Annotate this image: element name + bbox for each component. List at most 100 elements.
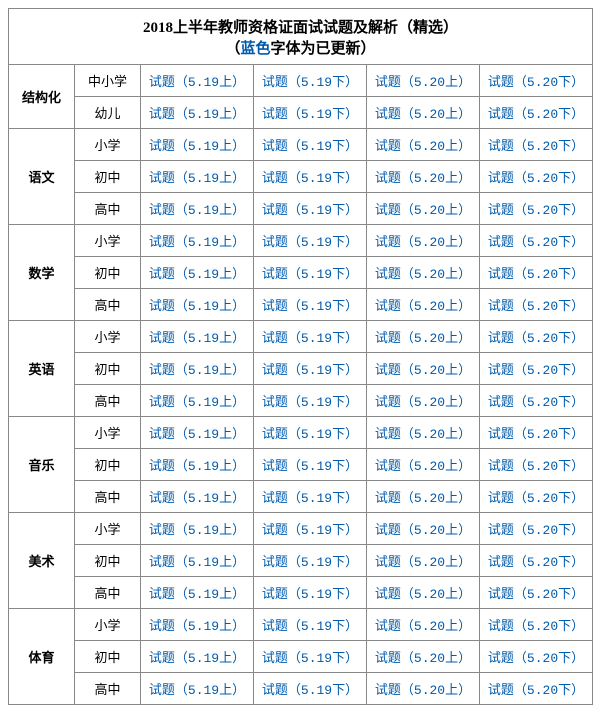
exam-link-cell: 试题（5.19下） bbox=[254, 673, 367, 705]
exam-link[interactable]: 试题（5.20上） bbox=[375, 331, 471, 346]
exam-link[interactable]: 试题（5.19下） bbox=[262, 75, 358, 90]
exam-link[interactable]: 试题（5.20下） bbox=[488, 395, 584, 410]
exam-link[interactable]: 试题（5.20下） bbox=[488, 619, 584, 634]
exam-link[interactable]: 试题（5.19下） bbox=[262, 619, 358, 634]
exam-link[interactable]: 试题（5.20下） bbox=[488, 587, 584, 602]
exam-link[interactable]: 试题（5.20上） bbox=[375, 683, 471, 698]
exam-link[interactable]: 试题（5.19上） bbox=[149, 587, 245, 602]
exam-link[interactable]: 试题（5.20下） bbox=[488, 683, 584, 698]
exam-link[interactable]: 试题（5.19上） bbox=[149, 363, 245, 378]
exam-link-cell: 试题（5.19上） bbox=[141, 129, 254, 161]
exam-link[interactable]: 试题（5.20上） bbox=[375, 395, 471, 410]
exam-link[interactable]: 试题（5.20上） bbox=[375, 459, 471, 474]
exam-link[interactable]: 试题（5.19下） bbox=[262, 235, 358, 250]
exam-link-cell: 试题（5.20上） bbox=[367, 481, 480, 513]
exam-link[interactable]: 试题（5.20上） bbox=[375, 267, 471, 282]
exam-link[interactable]: 试题（5.19上） bbox=[149, 331, 245, 346]
exam-link[interactable]: 试题（5.19下） bbox=[262, 107, 358, 122]
exam-link[interactable]: 试题（5.20下） bbox=[488, 363, 584, 378]
exam-link[interactable]: 试题（5.19上） bbox=[149, 235, 245, 250]
exam-link[interactable]: 试题（5.19上） bbox=[149, 459, 245, 474]
exam-link[interactable]: 试题（5.20上） bbox=[375, 619, 471, 634]
exam-link-cell: 试题（5.19下） bbox=[254, 513, 367, 545]
exam-link[interactable]: 试题（5.20上） bbox=[375, 107, 471, 122]
exam-link[interactable]: 试题（5.19上） bbox=[149, 299, 245, 314]
exam-link[interactable]: 试题（5.19下） bbox=[262, 363, 358, 378]
exam-link[interactable]: 试题（5.19下） bbox=[262, 139, 358, 154]
exam-link[interactable]: 试题（5.20下） bbox=[488, 459, 584, 474]
exam-link[interactable]: 试题（5.19下） bbox=[262, 171, 358, 186]
exam-link[interactable]: 试题（5.20下） bbox=[488, 427, 584, 442]
exam-link-cell: 试题（5.19下） bbox=[254, 225, 367, 257]
exam-link[interactable]: 试题（5.20下） bbox=[488, 203, 584, 218]
exam-link[interactable]: 试题（5.19上） bbox=[149, 651, 245, 666]
exam-link[interactable]: 试题（5.20上） bbox=[375, 491, 471, 506]
exam-link-cell: 试题（5.20下） bbox=[480, 289, 593, 321]
exam-link-cell: 试题（5.20上） bbox=[367, 545, 480, 577]
exam-link[interactable]: 试题（5.20下） bbox=[488, 651, 584, 666]
exam-link[interactable]: 试题（5.20上） bbox=[375, 651, 471, 666]
exam-link[interactable]: 试题（5.20下） bbox=[488, 107, 584, 122]
exam-link[interactable]: 试题（5.20上） bbox=[375, 171, 471, 186]
exam-link[interactable]: 试题（5.19上） bbox=[149, 203, 245, 218]
exam-link[interactable]: 试题（5.19下） bbox=[262, 683, 358, 698]
exam-link[interactable]: 试题（5.20下） bbox=[488, 331, 584, 346]
level-cell: 初中 bbox=[75, 161, 141, 193]
level-cell: 初中 bbox=[75, 545, 141, 577]
exam-link[interactable]: 试题（5.19下） bbox=[262, 203, 358, 218]
exam-link-cell: 试题（5.19上） bbox=[141, 97, 254, 129]
exam-link-cell: 试题（5.19下） bbox=[254, 481, 367, 513]
exam-link-cell: 试题（5.19上） bbox=[141, 577, 254, 609]
exam-link[interactable]: 试题（5.19下） bbox=[262, 587, 358, 602]
exam-link-cell: 试题（5.20下） bbox=[480, 417, 593, 449]
exam-link[interactable]: 试题（5.19上） bbox=[149, 139, 245, 154]
exam-link[interactable]: 试题（5.20上） bbox=[375, 555, 471, 570]
exam-link-cell: 试题（5.19上） bbox=[141, 641, 254, 673]
exam-link[interactable]: 试题（5.19下） bbox=[262, 523, 358, 538]
exam-link[interactable]: 试题（5.19上） bbox=[149, 395, 245, 410]
exam-link[interactable]: 试题（5.19上） bbox=[149, 75, 245, 90]
exam-link[interactable]: 试题（5.20下） bbox=[488, 139, 584, 154]
exam-link[interactable]: 试题（5.20上） bbox=[375, 203, 471, 218]
exam-link[interactable]: 试题（5.20上） bbox=[375, 235, 471, 250]
level-cell: 中小学 bbox=[75, 65, 141, 97]
exam-link[interactable]: 试题（5.20上） bbox=[375, 427, 471, 442]
exam-link[interactable]: 试题（5.19下） bbox=[262, 555, 358, 570]
table-body: 结构化中小学试题（5.19上）试题（5.19下）试题（5.20上）试题（5.20… bbox=[9, 65, 593, 705]
exam-link[interactable]: 试题（5.19下） bbox=[262, 299, 358, 314]
exam-link[interactable]: 试题（5.20下） bbox=[488, 555, 584, 570]
exam-link[interactable]: 试题（5.19上） bbox=[149, 683, 245, 698]
exam-link[interactable]: 试题（5.19上） bbox=[149, 619, 245, 634]
table-row: 高中试题（5.19上）试题（5.19下）试题（5.20上）试题（5.20下） bbox=[9, 289, 593, 321]
exam-link[interactable]: 试题（5.19上） bbox=[149, 523, 245, 538]
exam-link[interactable]: 试题（5.19下） bbox=[262, 459, 358, 474]
exam-link[interactable]: 试题（5.20上） bbox=[375, 75, 471, 90]
exam-link[interactable]: 试题（5.20上） bbox=[375, 587, 471, 602]
exam-link[interactable]: 试题（5.19下） bbox=[262, 651, 358, 666]
exam-link[interactable]: 试题（5.19上） bbox=[149, 267, 245, 282]
exam-link[interactable]: 试题（5.20上） bbox=[375, 363, 471, 378]
exam-link[interactable]: 试题（5.20下） bbox=[488, 75, 584, 90]
exam-link[interactable]: 试题（5.19上） bbox=[149, 107, 245, 122]
exam-link[interactable]: 试题（5.20下） bbox=[488, 491, 584, 506]
exam-link[interactable]: 试题（5.20上） bbox=[375, 299, 471, 314]
exam-link[interactable]: 试题（5.20下） bbox=[488, 171, 584, 186]
exam-link[interactable]: 试题（5.19下） bbox=[262, 331, 358, 346]
exam-link[interactable]: 试题（5.19下） bbox=[262, 395, 358, 410]
exam-link[interactable]: 试题（5.20下） bbox=[488, 523, 584, 538]
exam-link[interactable]: 试题（5.19上） bbox=[149, 491, 245, 506]
exam-link[interactable]: 试题（5.19下） bbox=[262, 427, 358, 442]
exam-link[interactable]: 试题（5.20下） bbox=[488, 235, 584, 250]
exam-link[interactable]: 试题（5.20下） bbox=[488, 299, 584, 314]
exam-link-cell: 试题（5.19上） bbox=[141, 417, 254, 449]
exam-link[interactable]: 试题（5.20下） bbox=[488, 267, 584, 282]
exam-link[interactable]: 试题（5.19下） bbox=[262, 491, 358, 506]
exam-link[interactable]: 试题（5.19上） bbox=[149, 427, 245, 442]
exam-link[interactable]: 试题（5.20上） bbox=[375, 523, 471, 538]
exam-link[interactable]: 试题（5.19上） bbox=[149, 171, 245, 186]
exam-link-cell: 试题（5.20下） bbox=[480, 545, 593, 577]
exam-link[interactable]: 试题（5.19下） bbox=[262, 267, 358, 282]
exam-link[interactable]: 试题（5.19上） bbox=[149, 555, 245, 570]
table-row: 数学小学试题（5.19上）试题（5.19下）试题（5.20上）试题（5.20下） bbox=[9, 225, 593, 257]
exam-link[interactable]: 试题（5.20上） bbox=[375, 139, 471, 154]
